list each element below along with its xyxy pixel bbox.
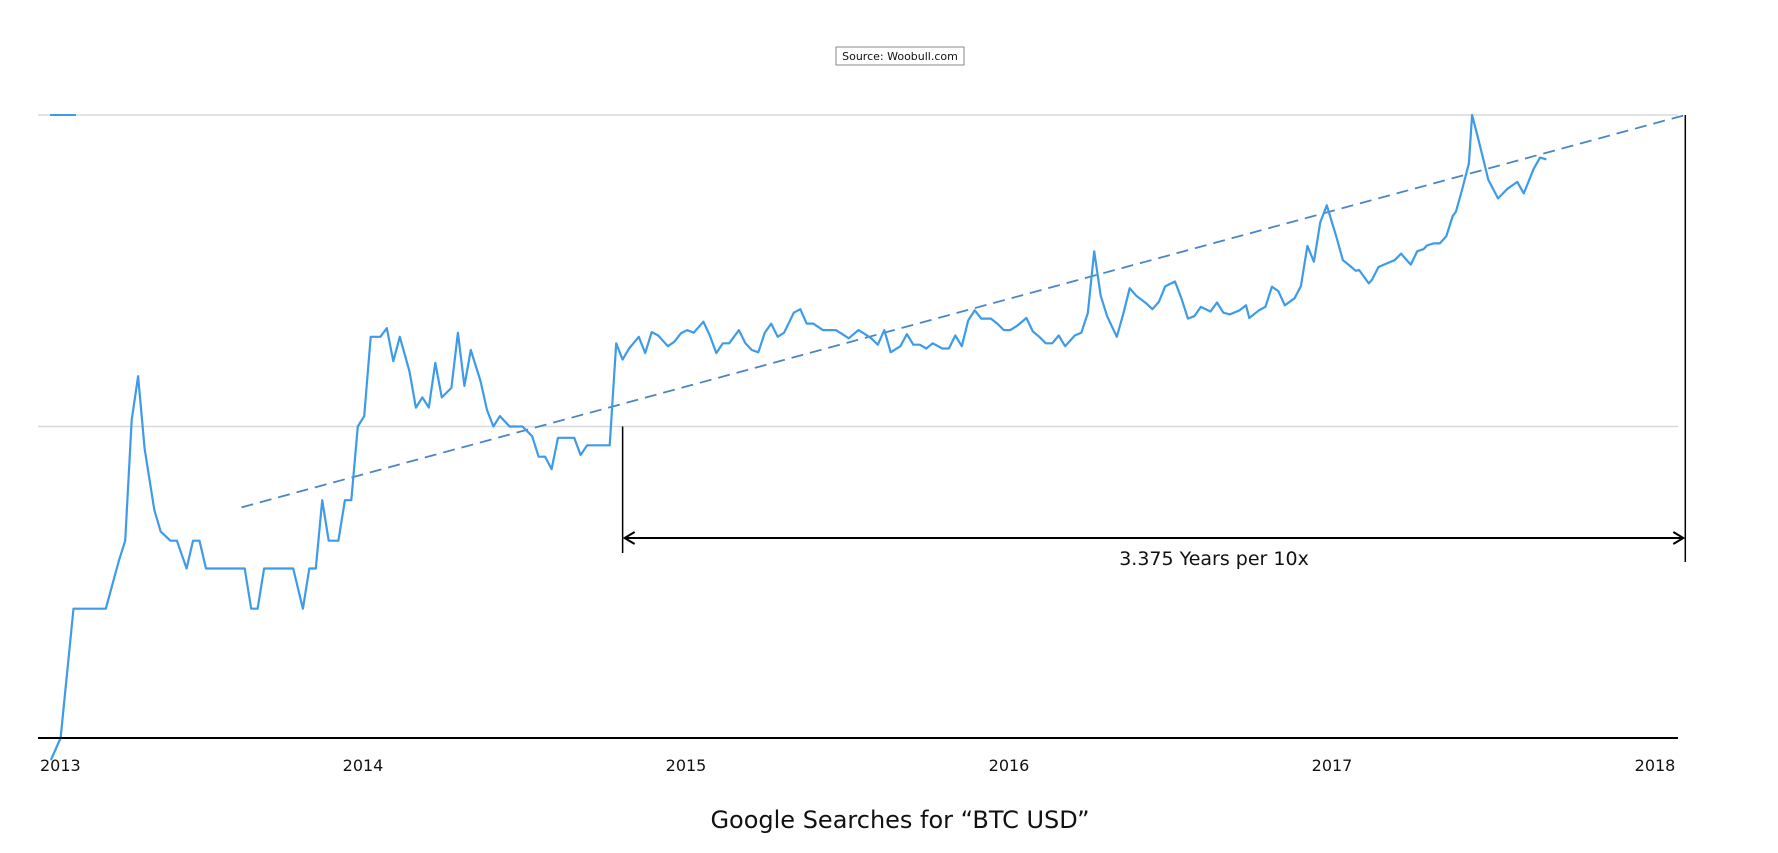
source-label: Source: Woobull.com <box>842 50 958 63</box>
grid-layer <box>38 114 1678 428</box>
x-tick-label-2017: 2017 <box>1312 756 1353 775</box>
x-tick-label-2018: 2018 <box>1635 756 1676 775</box>
chart-title: Google Searches for “BTC USD” <box>710 806 1089 834</box>
span-arrow-head-right <box>1672 531 1686 545</box>
annotation-label: 3.375 Years per 10x <box>1119 548 1309 570</box>
trendline <box>241 114 1686 509</box>
annotation-layer <box>621 115 1687 562</box>
x-tick-label-2013: 2013 <box>40 756 81 775</box>
x-tick-label-2016: 2016 <box>989 756 1030 775</box>
series-layer <box>49 113 1547 761</box>
x-axis: 2013 2014 2015 2016 2017 2018 <box>38 737 1678 775</box>
x-tick-label-2014: 2014 <box>343 756 384 775</box>
x-tick-label-2015: 2015 <box>666 756 707 775</box>
span-arrow-head-left <box>622 531 636 545</box>
trendline-layer <box>241 114 1686 509</box>
series-line <box>49 113 1547 761</box>
source-box: Source: Woobull.com <box>835 46 965 66</box>
